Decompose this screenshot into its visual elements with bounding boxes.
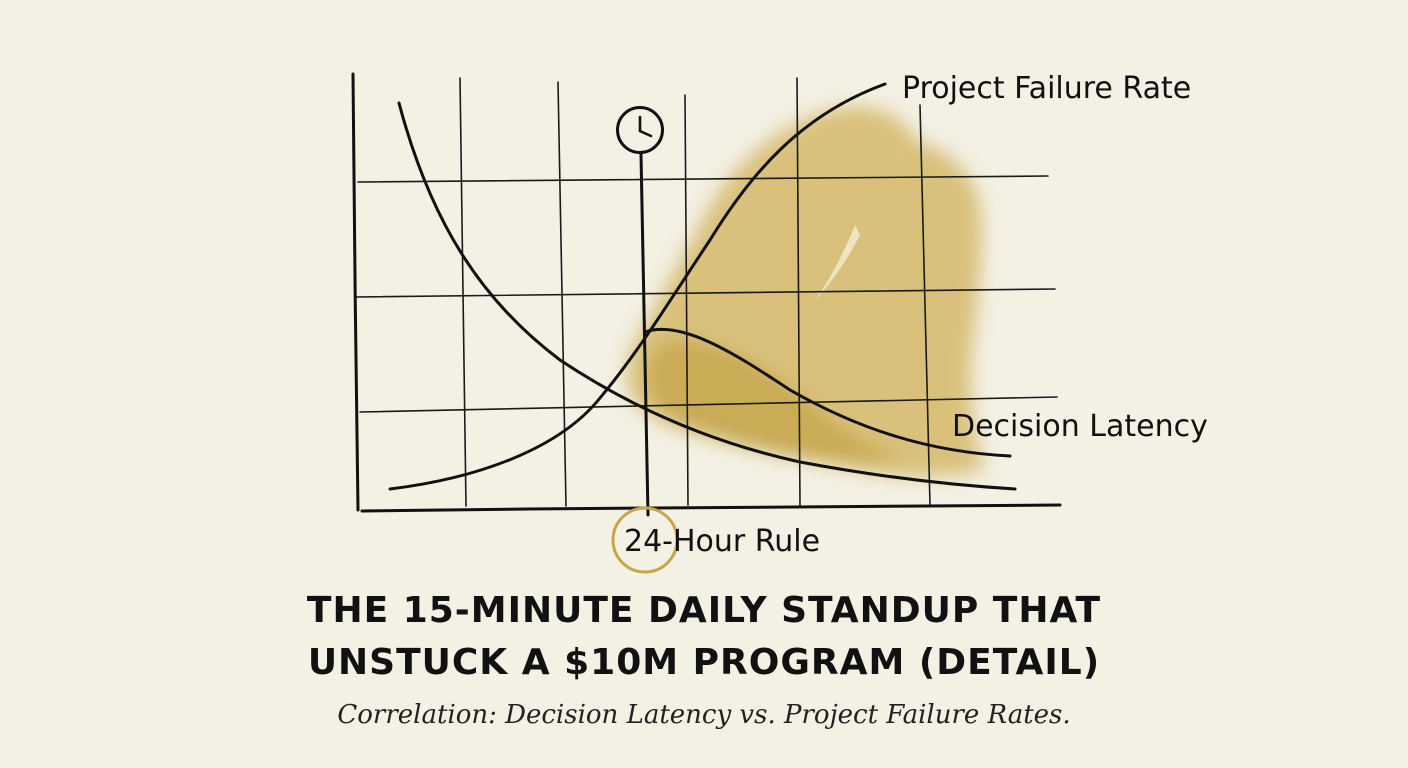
y-axis (351, 72, 360, 512)
wash-highlight (815, 225, 860, 300)
series-label-decision-latency: Decision Latency (952, 409, 1208, 444)
series-line-project-failure-rate (388, 82, 887, 491)
marker-label: 24-Hour Rule (624, 524, 820, 559)
chart-title: THE 15-MINUTE DAILY STANDUP THAT UNSTUCK… (0, 585, 1408, 689)
marker-highlight-circle (611, 506, 679, 574)
clock-icon (616, 106, 664, 154)
grid-lines (355, 77, 1058, 507)
chart-title-line-2: UNSTUCK A $10M PROGRAM (DETAIL) (307, 642, 1101, 683)
marker-line (639, 152, 650, 517)
axes (351, 72, 1062, 513)
x-axis (360, 503, 1062, 513)
wash-shape-dark (648, 341, 900, 463)
series-line-decision-latency-hump (643, 327, 1012, 458)
chart-title-line-1: THE 15-MINUTE DAILY STANDUP THAT (306, 590, 1102, 631)
series-line-decision-latency (397, 101, 1017, 491)
chart-subtitle: Correlation: Decision Latency vs. Projec… (337, 700, 1071, 730)
marker-24-hour-rule: 24-Hour Rule (611, 106, 820, 574)
series-label-project-failure-rate: Project Failure Rate (902, 71, 1191, 106)
